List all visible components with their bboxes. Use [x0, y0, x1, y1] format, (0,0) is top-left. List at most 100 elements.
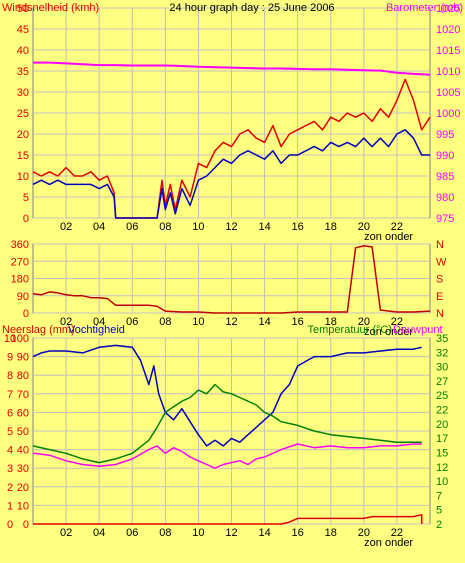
left-tick-label-2: 2 — [7, 482, 13, 494]
x-tick-label: 14 — [258, 316, 270, 328]
x-tick-label: 04 — [93, 316, 105, 328]
series-line-2 — [32, 383, 422, 464]
left-tick-label: 30 — [17, 87, 29, 99]
left-tick-label-2: 8 — [7, 370, 13, 382]
x-tick-label: 16 — [292, 316, 304, 328]
right-tick-label: 17 — [436, 433, 448, 445]
chart-title: 24 hour graph day : 25 June 2006 — [169, 2, 334, 14]
right-tick-label: 15 — [436, 447, 448, 459]
series-line-1 — [33, 61, 431, 76]
left-tick-label: 90 — [17, 291, 29, 303]
right-tick-label: 1020 — [436, 24, 460, 36]
x-tick-label: 08 — [159, 527, 171, 539]
left-tick-label-2: 9 — [7, 352, 13, 364]
x-tick-label: 08 — [159, 316, 171, 328]
right-tick-label: 1000 — [436, 108, 460, 120]
series-line-4 — [33, 513, 423, 525]
right-tick-label: N — [436, 308, 444, 320]
left-tick-label: 0 — [23, 519, 29, 531]
left-tick-label: 90 — [17, 352, 29, 364]
right-tick-label: 27 — [436, 376, 448, 388]
right-tick-label: 22 — [436, 405, 448, 417]
x-note-label: zon onder — [364, 326, 413, 338]
left-tick-label-2: 10 — [4, 333, 16, 345]
series-line-3 — [32, 129, 430, 219]
right-tick-label: 975 — [436, 213, 454, 225]
left-tick-label: 15 — [17, 150, 29, 162]
left-tick-label: 0 — [23, 308, 29, 320]
series-line-3 — [32, 443, 422, 469]
left-tick-label: 360 — [11, 239, 29, 251]
left-tick-label: 180 — [11, 274, 29, 286]
right-tick-label: 10 — [436, 476, 448, 488]
right-tick-label: 1010 — [436, 66, 460, 78]
left-tick-label: 80 — [17, 370, 29, 382]
x-tick-label: 08 — [159, 221, 171, 233]
x-tick-label: 18 — [325, 316, 337, 328]
x-tick-label: 12 — [225, 527, 237, 539]
left-tick-label: 0 — [23, 213, 29, 225]
left-tick-label: 5 — [23, 192, 29, 204]
x-tick-label: 04 — [93, 221, 105, 233]
right-tick-label: 980 — [436, 192, 454, 204]
x-tick-label: 06 — [126, 527, 138, 539]
right-tick-label: 985 — [436, 171, 454, 183]
right-tick-label: 25 — [436, 390, 448, 402]
right-tick-label: 30 — [436, 362, 448, 374]
x-tick-label: 12 — [225, 316, 237, 328]
left-tick-label-2: 7 — [7, 389, 13, 401]
right-tick-label: 7 — [436, 490, 442, 502]
right-tick-label: 32 — [436, 347, 448, 359]
x-tick-label: 14 — [258, 527, 270, 539]
x-tick-label: 10 — [192, 527, 204, 539]
x-tick-label: 02 — [60, 221, 72, 233]
left-tick-label: 50 — [17, 426, 29, 438]
x-tick-label: 22 — [391, 316, 403, 328]
right-tick-label: E — [436, 291, 443, 303]
x-tick-label: 18 — [325, 527, 337, 539]
left-axis-label-2: Vochtigheid — [68, 324, 125, 336]
x-tick-label: 20 — [358, 221, 370, 233]
left-tick-label: 40 — [17, 45, 29, 57]
x-tick-label: 22 — [391, 221, 403, 233]
left-tick-label: 20 — [17, 129, 29, 141]
left-tick-label: 100 — [11, 333, 29, 345]
left-tick-label: 10 — [17, 171, 29, 183]
x-tick-label: 02 — [60, 527, 72, 539]
x-tick-label: 10 — [192, 316, 204, 328]
right-tick-label: W — [436, 256, 447, 268]
right-tick-label: 1015 — [436, 45, 460, 57]
x-note-label: zon onder — [364, 537, 413, 549]
series-line-1 — [32, 245, 431, 314]
chart-panel-3: 1009080706050403020100109876543210353230… — [2, 324, 448, 549]
x-tick-label: 12 — [225, 221, 237, 233]
x-tick-label: 20 — [358, 527, 370, 539]
right-axis-label-2: Dauwpunt — [393, 324, 443, 336]
x-tick-label: 06 — [126, 316, 138, 328]
x-tick-label: 14 — [258, 221, 270, 233]
chart-panel-1: 5045403530252015105010251020101510101005… — [2, 2, 463, 243]
left-tick-label: 60 — [17, 407, 29, 419]
left-tick-label: 50 — [17, 3, 29, 15]
series-line-2 — [32, 78, 431, 219]
left-tick-label: 270 — [11, 256, 29, 268]
x-tick-label: 10 — [192, 221, 204, 233]
left-tick-label-2: 5 — [7, 426, 13, 438]
right-tick-label: 12 — [436, 462, 448, 474]
left-tick-label: 45 — [17, 24, 29, 36]
left-tick-label-2: 3 — [7, 463, 13, 475]
right-tick-label: 20 — [436, 419, 448, 431]
right-axis-label: Temperatuur (°C) — [308, 324, 392, 336]
left-axis-label: Neerslag (mm) — [2, 324, 75, 336]
left-tick-label: 70 — [17, 389, 29, 401]
left-axis-label: Windsnelheid (kmh) — [2, 2, 99, 14]
left-tick-label: 20 — [17, 482, 29, 494]
right-axis-label: Barometer (mb) — [386, 2, 463, 14]
right-tick-label: 5 — [436, 505, 442, 517]
right-tick-label: 1005 — [436, 87, 460, 99]
right-tick-label: S — [436, 274, 443, 286]
left-tick-label: 25 — [17, 108, 29, 120]
x-tick-label: 20 — [358, 316, 370, 328]
x-tick-label: 18 — [325, 221, 337, 233]
